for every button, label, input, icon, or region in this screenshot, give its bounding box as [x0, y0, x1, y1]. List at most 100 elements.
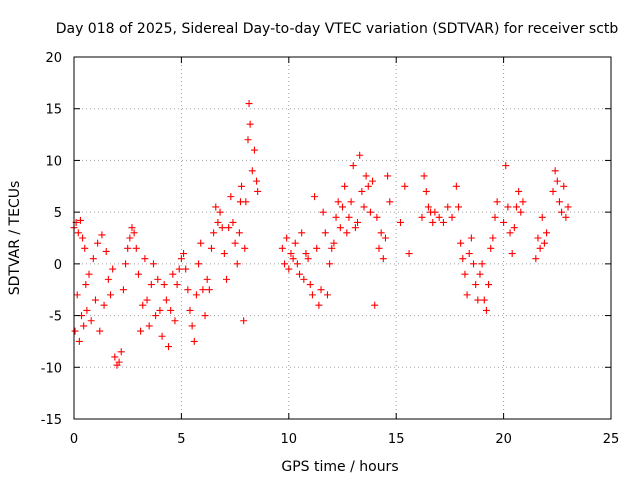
data-point — [102, 247, 110, 255]
data-point — [139, 301, 147, 309]
data-point — [71, 327, 79, 335]
data-point — [405, 250, 413, 258]
x-tick-label: 20 — [495, 432, 512, 447]
data-point — [80, 322, 88, 330]
data-point — [377, 229, 385, 237]
data-point — [375, 244, 383, 252]
data-point — [160, 281, 168, 289]
data-point — [199, 286, 207, 294]
data-point — [162, 296, 170, 304]
data-point — [467, 234, 475, 242]
data-point — [330, 239, 338, 247]
data-point — [543, 229, 551, 237]
data-point — [238, 182, 246, 190]
data-point — [482, 306, 490, 314]
data-point — [339, 203, 346, 211]
data-point — [459, 255, 467, 263]
y-tick-label: -10 — [41, 361, 62, 376]
y-axis-label: SDTVAR / TECUs — [7, 181, 23, 296]
data-point — [304, 255, 312, 263]
data-point — [76, 216, 84, 224]
data-point — [291, 239, 299, 247]
data-point — [476, 270, 484, 278]
data-point — [126, 234, 134, 242]
data-point — [175, 265, 183, 273]
data-point — [379, 255, 387, 263]
data-point — [117, 348, 125, 356]
data-point — [334, 198, 342, 206]
data-point — [298, 229, 306, 237]
data-point — [241, 244, 249, 252]
data-point — [538, 213, 546, 221]
data-point — [371, 301, 379, 309]
data-point — [111, 353, 119, 361]
data-point — [480, 296, 488, 304]
data-point — [435, 213, 443, 221]
data-point — [562, 213, 570, 221]
data-point — [332, 213, 340, 221]
data-point — [478, 260, 486, 268]
data-point — [418, 213, 426, 221]
data-point — [515, 187, 523, 195]
data-point — [89, 255, 97, 263]
data-point — [141, 255, 149, 263]
data-point — [319, 208, 327, 216]
data-point — [242, 198, 250, 206]
data-point — [510, 224, 518, 232]
data-point — [81, 244, 89, 252]
data-point — [289, 255, 297, 263]
y-tick-label: 5 — [54, 206, 62, 221]
data-point — [169, 270, 177, 278]
y-tick-label: 15 — [45, 103, 62, 118]
data-point — [281, 260, 289, 268]
data-point — [190, 337, 198, 345]
data-point — [558, 208, 566, 216]
data-point — [534, 234, 542, 242]
data-point — [560, 182, 568, 190]
data-point — [287, 250, 295, 258]
chart-title: Day 018 of 2025, Sidereal Day-to-day VTE… — [56, 21, 619, 37]
data-point — [336, 224, 344, 232]
x-axis-label: GPS time / hours — [281, 459, 398, 475]
grid-lines — [74, 57, 611, 419]
data-point — [429, 218, 437, 226]
data-point — [98, 231, 106, 239]
data-point — [188, 322, 196, 330]
data-point — [100, 301, 108, 309]
data-point — [532, 255, 540, 263]
data-point — [502, 162, 510, 170]
data-point — [302, 250, 310, 258]
data-point — [96, 327, 104, 335]
x-tick-label: 10 — [281, 432, 298, 447]
data-point — [349, 162, 357, 170]
data-point — [109, 265, 117, 273]
data-point — [130, 229, 138, 237]
data-point — [381, 234, 389, 242]
data-point — [326, 260, 334, 268]
data-point — [240, 317, 248, 325]
data-point — [192, 291, 200, 299]
y-tick-labels: 20 15 10 5 0 -5 -10 -15 — [41, 51, 62, 428]
data-point — [94, 239, 102, 247]
data-point — [555, 198, 563, 206]
data-point — [491, 213, 499, 221]
data-point — [540, 239, 548, 247]
data-point — [104, 275, 112, 283]
data-point — [354, 218, 362, 226]
data-point — [317, 286, 325, 294]
data-point — [244, 136, 252, 144]
data-point — [296, 270, 304, 278]
x-tick-label: 25 — [603, 432, 620, 447]
data-point — [285, 265, 293, 273]
data-point — [356, 151, 364, 159]
data-point — [152, 312, 160, 320]
data-point — [358, 187, 366, 195]
data-point — [369, 177, 377, 185]
data-point — [519, 198, 527, 206]
data-point — [474, 296, 482, 304]
data-point — [420, 172, 428, 180]
data-point — [205, 286, 213, 294]
data-point — [137, 327, 145, 335]
data-point — [149, 260, 157, 268]
data-point — [311, 193, 319, 201]
